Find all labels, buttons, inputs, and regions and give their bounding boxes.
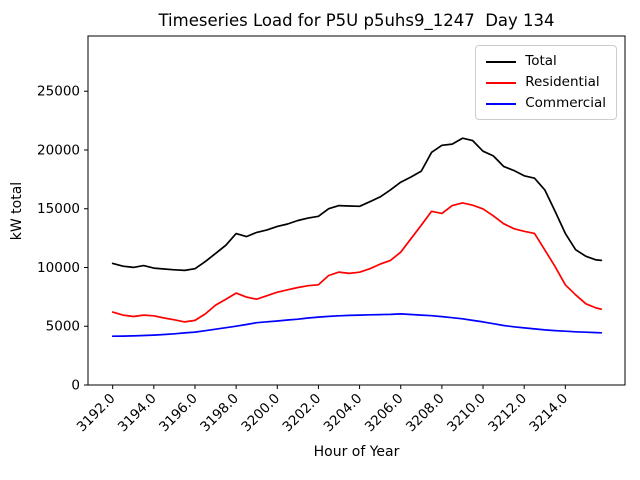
- x-tick-label: 3206.0: [362, 391, 407, 436]
- x-tick-label: 3194.0: [115, 391, 160, 436]
- legend-label-total: Total: [525, 53, 557, 69]
- series-residential-line: [111, 202, 603, 323]
- x-tick-label: 3196.0: [156, 391, 201, 436]
- x-tick-label: 3210.0: [444, 391, 489, 436]
- legend-label-residential: Residential: [525, 74, 600, 90]
- axes-border: [87, 35, 626, 386]
- x-tick-label: 3214.0: [526, 391, 571, 436]
- legend: Total Residential Commercial: [475, 45, 617, 120]
- x-tick-label: 3208.0: [403, 391, 448, 436]
- series-total-line: [111, 137, 603, 272]
- series-commercial-line: [111, 313, 603, 338]
- x-tick-label: 3200.0: [238, 391, 283, 436]
- legend-line-commercial: [486, 102, 517, 105]
- x-tick-label: 3212.0: [485, 391, 530, 436]
- y-tick-label: 15000: [37, 201, 80, 217]
- y-tick-label: 0: [71, 378, 80, 394]
- legend-item-total: Total: [486, 53, 606, 70]
- legend-label-commercial: Commercial: [525, 95, 606, 111]
- y-tick-label: 5000: [46, 319, 80, 335]
- x-tick-label: 3204.0: [321, 391, 366, 436]
- legend-line-residential: [486, 81, 517, 84]
- y-tick-label: 20000: [37, 142, 80, 158]
- legend-item-residential: Residential: [486, 74, 606, 91]
- y-axis-label: kW total: [9, 181, 25, 241]
- y-tick-label: 25000: [37, 84, 80, 100]
- x-axis-label: Hour of Year: [313, 444, 400, 460]
- legend-item-commercial: Commercial: [486, 95, 606, 112]
- x-tick-label: 3198.0: [197, 391, 242, 436]
- chart-title: Timeseries Load for P5U p5uhs9_1247 Day …: [158, 11, 555, 30]
- y-tick-label: 10000: [37, 260, 80, 276]
- x-tick-label: 3192.0: [74, 391, 119, 436]
- x-tick-label: 3202.0: [280, 391, 325, 436]
- legend-line-total: [486, 60, 517, 63]
